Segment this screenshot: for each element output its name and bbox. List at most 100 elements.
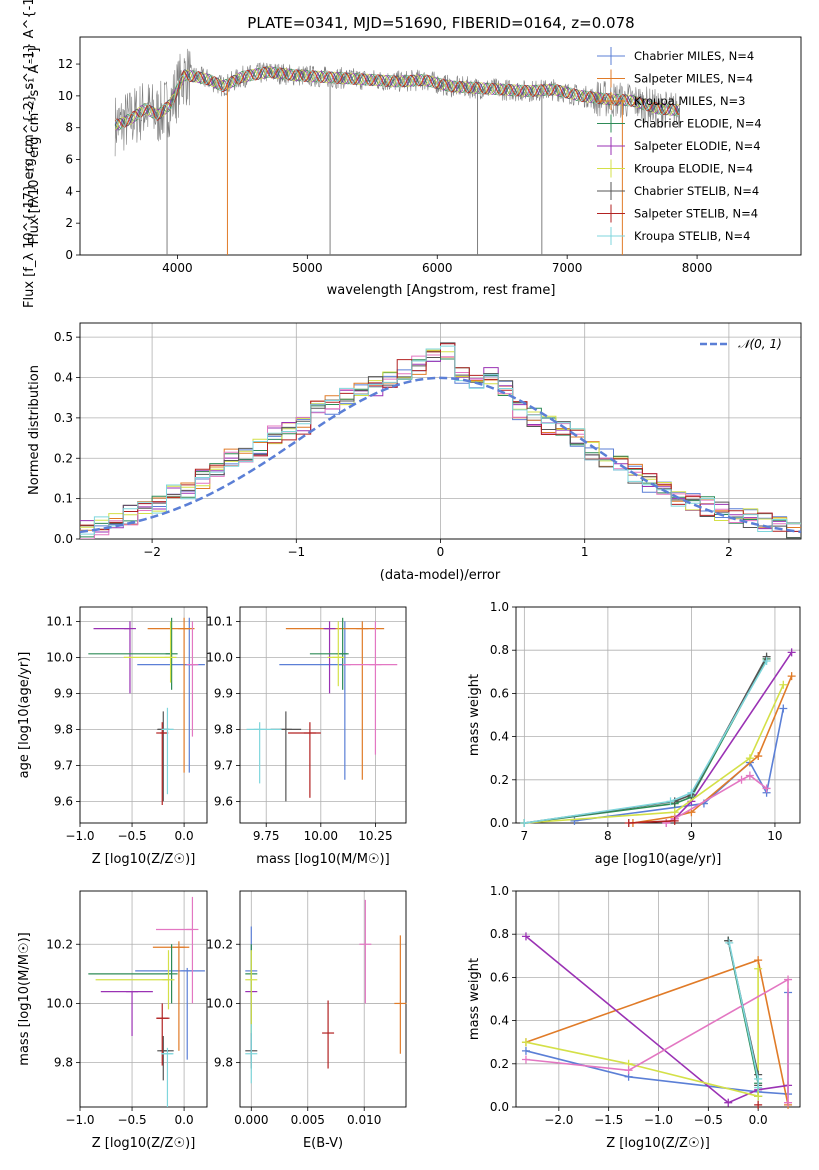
- residuals-ylabel: Normed distribution: [27, 365, 42, 495]
- spectrum-ytick-label-1: 2: [65, 216, 73, 230]
- weight_vs_Z-ylabel: mass weight: [467, 958, 482, 1040]
- mass_vs_EBV-xtick-label-1: 0.005: [291, 1113, 325, 1127]
- weight_vs_age-ylabel: mass weight: [467, 674, 482, 756]
- mass_vs_EBV-axes: 0.000 0.005 0.010 9.8 10.0 10.2 E(B-V): [206, 890, 407, 1151]
- mass_vs_EBV-ytick-label-1: 10.0: [206, 996, 233, 1010]
- age_vs_Z-ytick-label-4: 10.0: [46, 650, 73, 664]
- mass_vs_EBV-xlabel: E(B-V): [303, 1136, 343, 1151]
- mass_vs_Z-xtick-label-2: 0.0: [175, 1113, 194, 1127]
- spectrum-xtick-label-4: 8000: [682, 261, 713, 275]
- age_vs_mass-axes: 9.75 10.00 10.25 9.6 9.7 9.8 9.9 10.0 10.1 mass […: [206, 606, 407, 867]
- spectrum-frame: [79, 36, 802, 256]
- age_vs_Z-xlabel: Z [log10(Z/Z☉)]: [92, 852, 196, 867]
- age_vs_mass-ytick-label-0: 9.6: [214, 794, 233, 808]
- weight_vs_age-xtick-label-1: 8: [604, 829, 612, 843]
- mass_vs_EBV-frame: [239, 890, 407, 1108]
- mass_vs_Z-xtick-label-1: −0.5: [117, 1113, 146, 1127]
- weight_vs_age-series-3: [524, 658, 768, 824]
- legend-label-4: Salpeter ELODIE, N=4: [634, 139, 761, 153]
- weight_vs_age-ytick-label-3: 0.6: [490, 686, 509, 700]
- weight_vs_age-xlabel: age [log10(age/yr)]: [595, 852, 722, 867]
- model-spectrum-7: [114, 66, 680, 128]
- weight_vs_age-marker-8-3: [762, 657, 771, 665]
- weight_vs_Z-marker-8-1: [754, 1074, 763, 1083]
- residuals-frame: [79, 322, 802, 540]
- mass_vs_Z-ytick-label-0: 9.8: [54, 1056, 73, 1070]
- weight_vs_Z-series-5: [525, 978, 789, 1103]
- model-spectrum-3: [114, 66, 680, 131]
- age_vs_Z-ytick-label-3: 9.9: [54, 686, 73, 700]
- weight_vs_age-marker-8-1: [666, 797, 675, 806]
- age_vs_mass-ytick-label-4: 10.0: [206, 650, 233, 664]
- weight_vs_age-marker-0-0: [570, 816, 579, 825]
- age_vs_mass-ytick-label-3: 9.9: [214, 686, 233, 700]
- age_vs_mass-ytick-label-1: 9.7: [214, 758, 233, 772]
- residual-legend-label: 𝒩(0, 1): [738, 337, 782, 351]
- weight_vs_Z-marker-4-0: [521, 1038, 530, 1047]
- weight_vs_Z-marker-5-3: [784, 1098, 793, 1107]
- weight_vs_Z-ytick-label-0: 0.0: [490, 1100, 509, 1114]
- age_vs_Z-ytick-label-0: 9.6: [54, 794, 73, 808]
- weight_vs_age-series-4: [524, 684, 785, 824]
- legend-label-3: Chabrier ELODIE, N=4: [634, 117, 762, 131]
- legend-label-5: Kroupa ELODIE, N=4: [634, 162, 753, 176]
- weight_vs_Z-ytick-label-3: 0.6: [490, 970, 509, 984]
- spectrum-ytick-label-2: 4: [65, 184, 73, 198]
- mass_vs_EBV-ytick-label-2: 10.2: [206, 937, 233, 951]
- weight_vs_age-ytick-label-4: 0.8: [490, 643, 509, 657]
- model-spectrum-8: [114, 67, 680, 129]
- mass_vs_Z-xtick-label-0: −1.0: [65, 1113, 94, 1127]
- weight_vs_age-series-6: [524, 656, 768, 824]
- weight_vs_age-frame: [515, 606, 801, 824]
- weight_vs_age-ytick-label-2: 0.4: [490, 730, 509, 744]
- legend-label-8: Kroupa STELIB, N=4: [634, 229, 751, 243]
- age_vs_mass-xtick-label-1: 10.00: [304, 829, 338, 843]
- weight_vs_age-marker-7-0: [624, 819, 633, 827]
- age_vs_mass-ytick-label-2: 9.8: [214, 722, 233, 736]
- mass_vs_Z-ytick-label-1: 10.0: [46, 996, 73, 1010]
- age_vs_mass-ytick-label-5: 10.1: [206, 614, 233, 628]
- age_vs_Z-xtick-label-0: −1.0: [65, 829, 94, 843]
- weight_vs_Z-ytick-label-4: 0.8: [490, 927, 509, 941]
- model-spectrum-6: [114, 66, 680, 127]
- legend-label-6: Chabrier STELIB, N=4: [634, 184, 759, 198]
- residuals-ytick-label-2: 0.2: [54, 451, 73, 465]
- residual-histogram-8: [80, 345, 801, 535]
- age_vs_mass-xtick-label-0: 9.75: [253, 829, 280, 843]
- age_vs_Z-frame: [79, 606, 208, 824]
- mass_vs_Z-frame: [79, 890, 208, 1108]
- weight_vs_age-marker-5-4: [762, 784, 771, 793]
- legend-label-0: Chabrier MILES, N=4: [634, 49, 754, 63]
- weight_vs_Z-ytick-label-1: 0.2: [490, 1057, 509, 1071]
- weight_vs_Z-marker-5-0: [521, 1055, 530, 1064]
- mass_vs_Z-ylabel: mass [log10(M/M☉)]: [17, 932, 32, 1065]
- residuals-ytick-label-0: 0.0: [54, 532, 73, 546]
- weight_vs_Z-marker-0-0: [521, 1046, 530, 1055]
- residuals-xtick-label-0: −2: [143, 545, 161, 559]
- mass_vs_EBV-xtick-label-2: 0.010: [347, 1113, 381, 1127]
- weight_vs_age-marker-4-3: [779, 680, 788, 689]
- weight_vs_Z-marker-1-1: [754, 956, 763, 965]
- weight_vs_Z-marker-2-0: [521, 932, 530, 941]
- mass_vs_Z-ytick-label-2: 10.2: [46, 937, 73, 951]
- weight_vs_Z-ytick-label-2: 0.4: [490, 1014, 509, 1028]
- age_vs_Z-ytick-label-1: 9.7: [54, 758, 73, 772]
- weight_vs_Z-marker-5-1: [624, 1066, 633, 1075]
- spectrum-ytick-label-0: 0: [65, 248, 73, 262]
- legend-label-7: Salpeter STELIB, N=4: [634, 207, 758, 221]
- weight_vs_Z-marker-5-2: [784, 975, 793, 984]
- weight_vs_age-ytick-label-5: 1.0: [490, 600, 509, 614]
- spectrum-ylabel: Flux [f_λ 10^{-17} erg cm^{-2} s^{-1} A^…: [22, 0, 37, 308]
- weight_vs_Z-series-4: [525, 968, 759, 1098]
- residuals-ytick-label-4: 0.4: [54, 371, 73, 385]
- weight_vs_age-marker-8-0: [520, 819, 529, 827]
- weight_vs_age-marker-1-4: [787, 672, 796, 681]
- weight_vs_Z-xtick-label-2: −1.0: [644, 1113, 673, 1127]
- age_vs_Z-xtick-label-1: −0.5: [117, 829, 146, 843]
- spectrum-xtick-label-0: 4000: [162, 261, 193, 275]
- spectrum-axes: 4000 5000 6000 7000 8000 0 2 4 6 8 10 12 Flux [f_λ 1…: [22, 0, 802, 308]
- residuals-xtick-label-4: 2: [725, 545, 733, 559]
- spectrum-xtick-label-1: 5000: [292, 261, 323, 275]
- weight_vs_Z-ytick-label-5: 1.0: [490, 884, 509, 898]
